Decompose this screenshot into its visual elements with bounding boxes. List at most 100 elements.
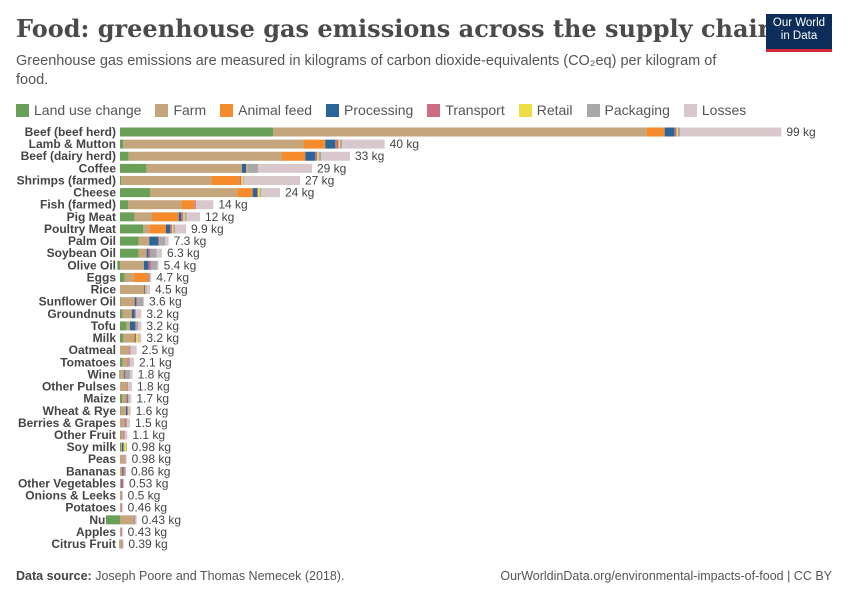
bar-segment[interactable] [128,200,182,210]
bar-segment[interactable] [157,260,159,270]
bar-segment[interactable] [165,236,169,246]
bar-segment[interactable] [130,321,136,331]
bar-segment[interactable] [317,151,319,161]
bar-segment[interactable] [119,369,121,379]
bar-segment[interactable] [150,272,152,282]
bar-segment[interactable] [136,309,142,319]
bar-segment[interactable] [134,297,136,307]
bar-segment[interactable] [128,394,129,404]
bar-segment[interactable] [315,151,318,161]
bar-segment[interactable] [121,491,123,501]
bar-segment[interactable] [122,491,123,501]
legend-item[interactable]: Losses [683,102,746,118]
bar-segment[interactable] [120,297,135,307]
bar-segment[interactable] [134,309,136,319]
bar-segment[interactable] [152,212,179,222]
bar-segment[interactable] [335,139,339,149]
bar-segment[interactable] [123,442,125,452]
bar-segment[interactable] [257,188,259,198]
bar-segment[interactable] [120,406,126,416]
bar-segment[interactable] [123,430,125,440]
bar-segment[interactable] [146,285,147,295]
bar-segment[interactable] [122,466,125,476]
bar-segment[interactable] [338,139,340,149]
bar-segment[interactable] [121,478,123,488]
bar-segment[interactable] [138,236,150,246]
legend-item[interactable]: Farm [155,102,206,118]
bar-segment[interactable] [120,539,122,549]
bar-segment[interactable] [124,418,126,428]
bar-segment[interactable] [122,478,124,488]
bar-segment[interactable] [130,345,131,355]
bar-segment[interactable] [120,418,125,428]
bar-segment[interactable] [246,163,248,173]
bar-segment[interactable] [148,260,152,270]
bar-segment[interactable] [120,272,125,282]
bar-segment[interactable] [135,515,137,525]
bar-segment[interactable] [120,527,122,537]
bar-segment[interactable] [178,212,182,222]
bar-segment[interactable] [120,236,139,246]
bar-segment[interactable] [120,357,123,367]
bar-segment[interactable] [247,163,258,173]
bar-segment[interactable] [120,200,128,210]
bar-segment[interactable] [122,466,123,476]
bar-segment[interactable] [134,212,152,222]
bar-segment[interactable] [149,224,166,234]
bar-segment[interactable] [127,382,129,392]
bar-segment[interactable] [122,539,123,549]
bar-segment[interactable] [106,515,120,525]
bar-segment[interactable] [646,127,665,137]
bar-segment[interactable] [134,515,136,525]
bar-segment[interactable] [128,406,129,416]
bar-segment[interactable] [138,333,139,343]
bar-segment[interactable] [129,345,131,355]
bar-segment[interactable] [244,175,300,185]
bar-segment[interactable] [124,466,126,476]
bar-segment[interactable] [196,200,214,210]
bar-segment[interactable] [124,430,128,440]
bar-segment[interactable] [325,139,336,149]
bar-segment[interactable] [170,224,172,234]
bar-segment[interactable] [120,260,144,270]
bar-segment[interactable] [125,466,127,476]
bar-segment[interactable] [186,212,200,222]
bar-segment[interactable] [133,272,148,282]
bar-segment[interactable] [136,333,138,343]
bar-segment[interactable] [124,369,126,379]
bar-segment[interactable] [194,200,196,210]
bar-segment[interactable] [128,406,130,416]
bar-segment[interactable] [195,200,197,210]
bar-segment[interactable] [122,394,127,404]
bar-segment[interactable] [128,394,132,404]
bar-segment[interactable] [143,297,145,307]
bar-segment[interactable] [340,139,342,149]
bar-segment[interactable] [124,442,126,452]
bar-segment[interactable] [184,212,187,222]
bar-segment[interactable] [120,406,121,416]
bar-segment[interactable] [123,478,125,488]
bar-segment[interactable] [126,321,130,331]
bar-segment[interactable] [258,163,312,173]
legend-item[interactable]: Packaging [586,102,670,118]
bar-segment[interactable] [122,527,123,537]
bar-segment[interactable] [128,382,132,392]
bar-segment[interactable] [151,260,158,270]
bar-segment[interactable] [120,345,130,355]
owid-logo[interactable]: Our World in Data [766,14,832,52]
bar-segment[interactable] [181,200,195,210]
bar-segment[interactable] [120,491,122,501]
bar-segment[interactable] [125,369,130,379]
bar-segment[interactable] [120,248,139,258]
bar-segment[interactable] [175,224,186,234]
bar-segment[interactable] [122,442,124,452]
bar-segment[interactable] [128,151,282,161]
bar-segment[interactable] [121,175,212,185]
bar-segment[interactable] [120,285,144,295]
bar-segment[interactable] [183,212,185,222]
bar-segment[interactable] [135,309,137,319]
bar-segment[interactable] [136,297,138,307]
legend-item[interactable]: Retail [518,102,573,118]
bar-segment[interactable] [303,139,326,149]
bar-segment[interactable] [120,212,135,222]
